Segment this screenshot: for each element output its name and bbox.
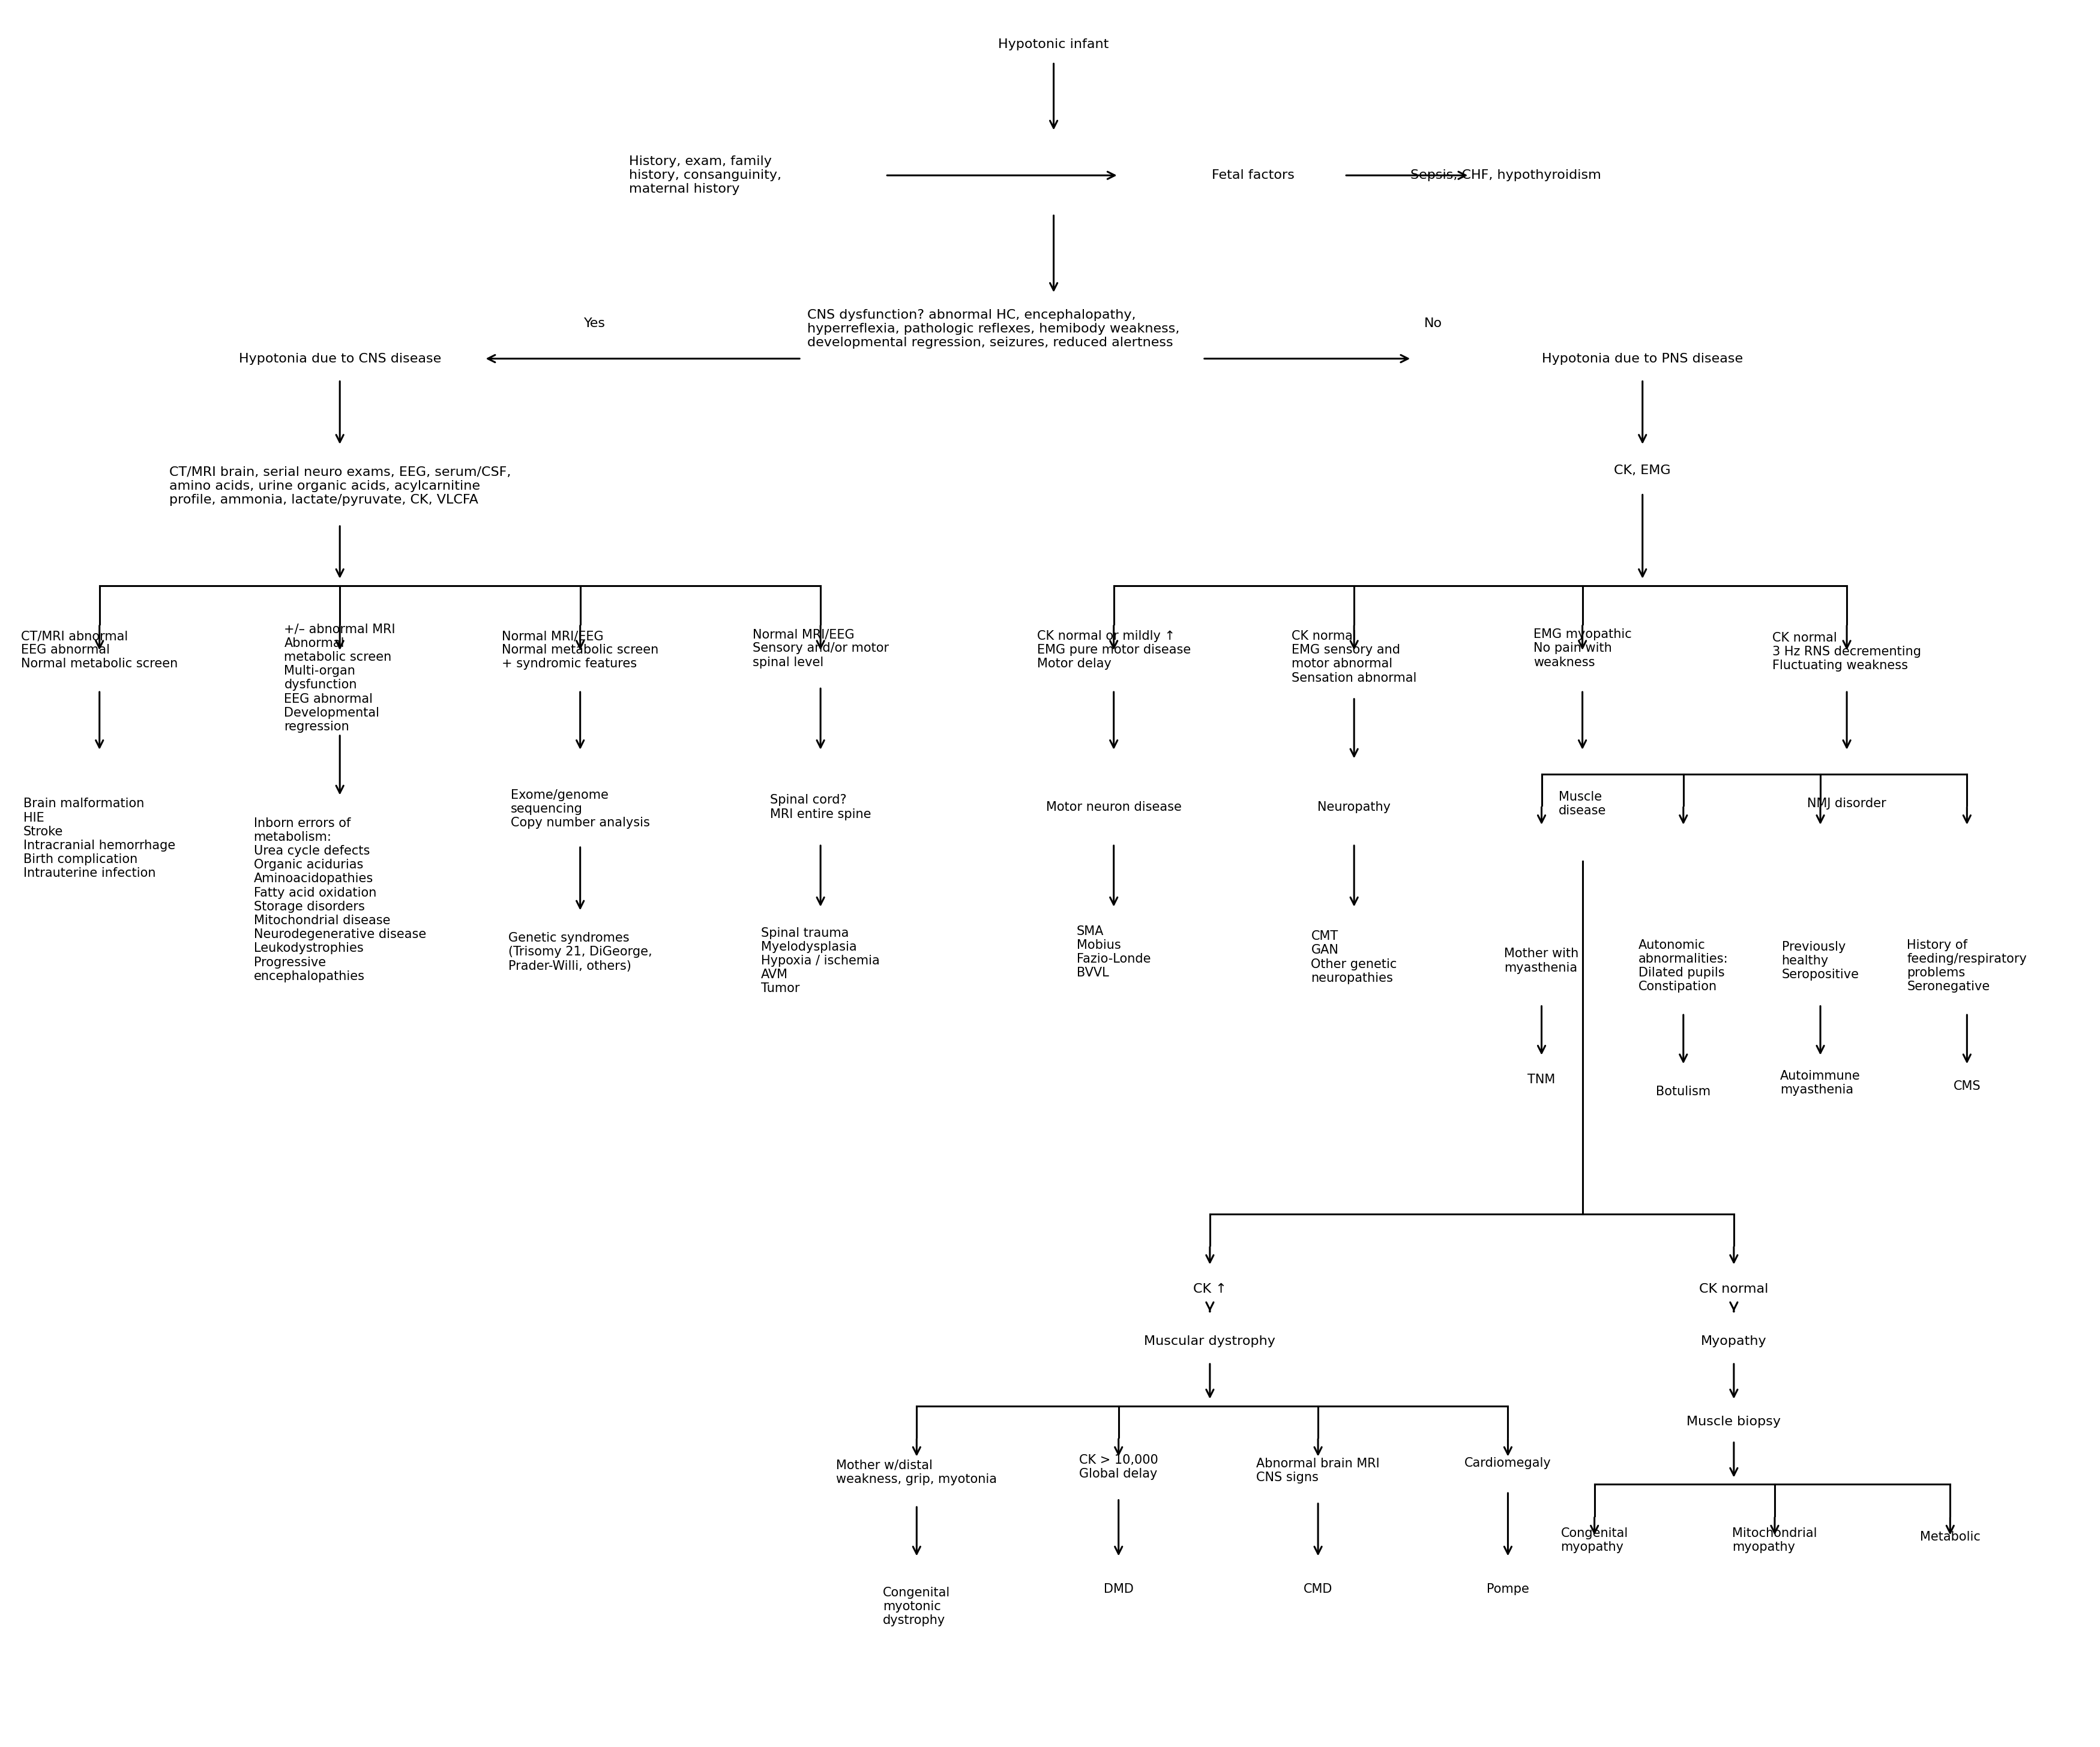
Text: Autoimmune
myasthenia: Autoimmune myasthenia: [1781, 1069, 1861, 1095]
Text: Hypotonia due to CNS disease: Hypotonia due to CNS disease: [239, 353, 441, 365]
Text: Normal MRI/EEG
Normal metabolic screen
+ syndromic features: Normal MRI/EEG Normal metabolic screen +…: [502, 631, 659, 671]
Text: Congenital
myopathy: Congenital myopathy: [1560, 1527, 1628, 1553]
Text: CMT
GAN
Other genetic
neuropathies: CMT GAN Other genetic neuropathies: [1310, 931, 1397, 984]
Text: Exome/genome
sequencing
Copy number analysis: Exome/genome sequencing Copy number anal…: [510, 790, 649, 828]
Text: EMG myopathic
No pain with
weakness: EMG myopathic No pain with weakness: [1533, 629, 1632, 669]
Text: CK ↑: CK ↑: [1193, 1282, 1226, 1295]
Text: CK > 10,000
Global delay: CK > 10,000 Global delay: [1079, 1454, 1157, 1480]
Text: DMD: DMD: [1105, 1583, 1134, 1595]
Text: Neuropathy: Neuropathy: [1317, 802, 1390, 812]
Text: Muscle
disease: Muscle disease: [1558, 791, 1606, 816]
Text: Hypotonic infant: Hypotonic infant: [997, 38, 1109, 51]
Text: Congenital
myotonic
dystrophy: Congenital myotonic dystrophy: [882, 1586, 951, 1626]
Text: No: No: [1424, 318, 1443, 330]
Text: Yes: Yes: [584, 318, 605, 330]
Text: Muscular dystrophy: Muscular dystrophy: [1144, 1335, 1275, 1347]
Text: Spinal cord?
MRI entire spine: Spinal cord? MRI entire spine: [771, 795, 872, 819]
Text: CT/MRI abnormal
EEG abnormal
Normal metabolic screen: CT/MRI abnormal EEG abnormal Normal meta…: [21, 631, 178, 671]
Text: Abnormal brain MRI
CNS signs: Abnormal brain MRI CNS signs: [1256, 1457, 1380, 1483]
Text: History of
feeding/respiratory
problems
Seronegative: History of feeding/respiratory problems …: [1907, 940, 2026, 992]
Text: Normal MRI/EEG
Sensory and/or motor
spinal level: Normal MRI/EEG Sensory and/or motor spin…: [752, 629, 888, 669]
Text: NMJ disorder: NMJ disorder: [1808, 798, 1886, 809]
Text: Autonomic
abnormalities:
Dilated pupils
Constipation: Autonomic abnormalities: Dilated pupils …: [1638, 940, 1728, 992]
Text: TNM: TNM: [1527, 1073, 1556, 1085]
Text: CT/MRI brain, serial neuro exams, EEG, serum/CSF,
amino acids, urine organic aci: CT/MRI brain, serial neuro exams, EEG, s…: [168, 466, 510, 507]
Text: Cardiomegaly: Cardiomegaly: [1464, 1457, 1552, 1469]
Text: CMD: CMD: [1304, 1583, 1333, 1595]
Text: Pompe: Pompe: [1487, 1583, 1529, 1595]
Text: CK normal
3 Hz RNS decrementing
Fluctuating weakness: CK normal 3 Hz RNS decrementing Fluctuat…: [1772, 632, 1922, 673]
Text: Mitochondrial
myopathy: Mitochondrial myopathy: [1732, 1527, 1816, 1553]
Text: Fetal factors: Fetal factors: [1212, 169, 1294, 182]
Text: Hypotonia due to PNS disease: Hypotonia due to PNS disease: [1541, 353, 1743, 365]
Text: CNS dysfunction? abnormal HC, encephalopathy,
hyperreflexia, pathologic reflexes: CNS dysfunction? abnormal HC, encephalop…: [806, 309, 1180, 349]
Text: Previously
healthy
Seropositive: Previously healthy Seropositive: [1781, 942, 1858, 980]
Text: CK normal: CK normal: [1699, 1282, 1768, 1295]
Text: CMS: CMS: [1953, 1080, 1980, 1092]
Text: Mother with
myasthenia: Mother with myasthenia: [1504, 949, 1579, 973]
Text: Spinal trauma
Myelodysplasia
Hypoxia / ischemia
AVM
Tumor: Spinal trauma Myelodysplasia Hypoxia / i…: [760, 928, 880, 994]
Text: Myopathy: Myopathy: [1701, 1335, 1766, 1347]
Text: Sepsis, CHF, hypothyroidism: Sepsis, CHF, hypothyroidism: [1411, 169, 1600, 182]
Text: Motor neuron disease: Motor neuron disease: [1046, 802, 1182, 812]
Text: Mother w/distal
weakness, grip, myotonia: Mother w/distal weakness, grip, myotonia: [836, 1459, 997, 1485]
Text: History, exam, family
history, consanguinity,
maternal history: History, exam, family history, consangui…: [628, 155, 781, 196]
Text: Muscle biopsy: Muscle biopsy: [1686, 1415, 1781, 1427]
Text: SMA
Mobius
Fazio-Londe
BVVL: SMA Mobius Fazio-Londe BVVL: [1077, 926, 1151, 978]
Text: Metabolic: Metabolic: [1919, 1530, 1980, 1543]
Text: CK, EMG: CK, EMG: [1615, 465, 1672, 477]
Text: +/– abnormal MRI
Abnormal
metabolic screen
Multi-organ
dysfunction
EEG abnormal
: +/– abnormal MRI Abnormal metabolic scre…: [284, 624, 395, 732]
Text: CK normal
EMG sensory and
motor abnormal
Sensation abnormal: CK normal EMG sensory and motor abnormal…: [1291, 631, 1417, 685]
Text: Inborn errors of
metabolism:
Urea cycle defects
Organic acidurias
Aminoacidopath: Inborn errors of metabolism: Urea cycle …: [254, 818, 426, 982]
Text: Brain malformation
HIE
Stroke
Intracranial hemorrhage
Birth complication
Intraut: Brain malformation HIE Stroke Intracrani…: [23, 798, 176, 879]
Text: Botulism: Botulism: [1657, 1085, 1711, 1097]
Text: CK normal or mildly ↑
EMG pure motor disease
Motor delay: CK normal or mildly ↑ EMG pure motor dis…: [1037, 631, 1191, 671]
Text: Genetic syndromes
(Trisomy 21, DiGeorge,
Prader-Willi, others): Genetic syndromes (Trisomy 21, DiGeorge,…: [508, 933, 653, 971]
